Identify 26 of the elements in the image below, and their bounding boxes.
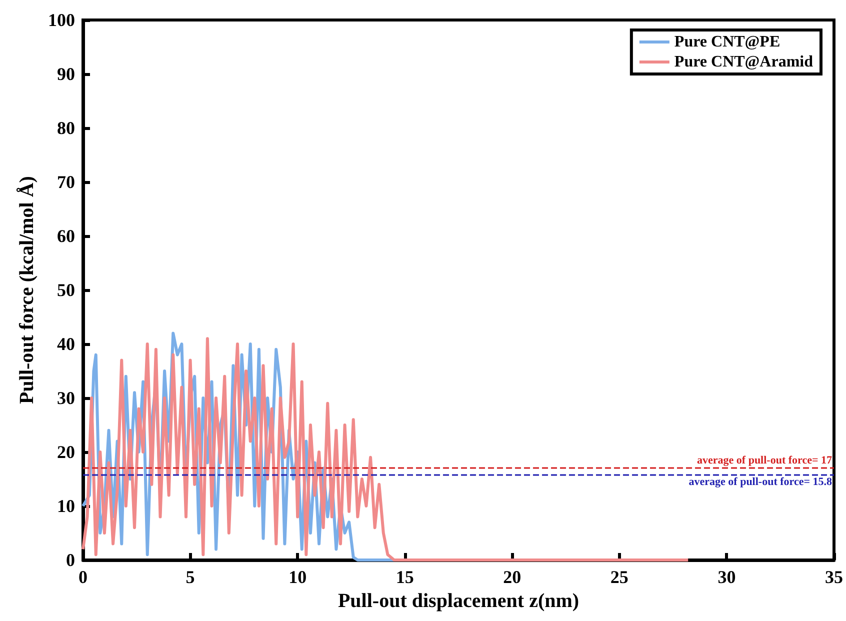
y-tick-label: 50: [57, 280, 75, 300]
y-tick-label: 10: [57, 496, 75, 516]
y-tick-label: 0: [66, 550, 75, 570]
ref-line-label: average of pull-out force= 17: [697, 454, 832, 467]
x-tick-label: 30: [718, 567, 736, 587]
legend-label: Pure CNT@PE: [674, 34, 780, 50]
y-tick-label: 90: [57, 64, 75, 84]
legend-label: Pure CNT@Aramid: [674, 54, 814, 70]
x-tick-label: 20: [503, 567, 522, 587]
x-tick-label: 25: [610, 567, 628, 587]
y-tick-label: 30: [57, 388, 75, 408]
y-tick-label: 40: [57, 334, 75, 354]
y-tick-label: 100: [48, 10, 75, 30]
y-tick-label: 60: [57, 226, 75, 246]
x-axis-title: Pull-out displacement z(nm): [338, 590, 580, 612]
ref-line-label: average of pull-out force= 15.8: [688, 476, 832, 488]
x-tick-label: 35: [825, 567, 843, 587]
x-tick-label: 10: [288, 567, 307, 587]
y-tick-label: 70: [57, 172, 75, 192]
y-tick-label: 80: [57, 118, 75, 138]
line-series: [82, 337, 690, 562]
x-tick-label: 5: [186, 567, 195, 587]
y-tick-label: 20: [57, 442, 75, 462]
y-axis-title: Pull-out force (kcal/mol Å): [16, 176, 38, 404]
x-tick-label: 0: [78, 567, 88, 587]
x-tick-label: 15: [396, 567, 414, 587]
